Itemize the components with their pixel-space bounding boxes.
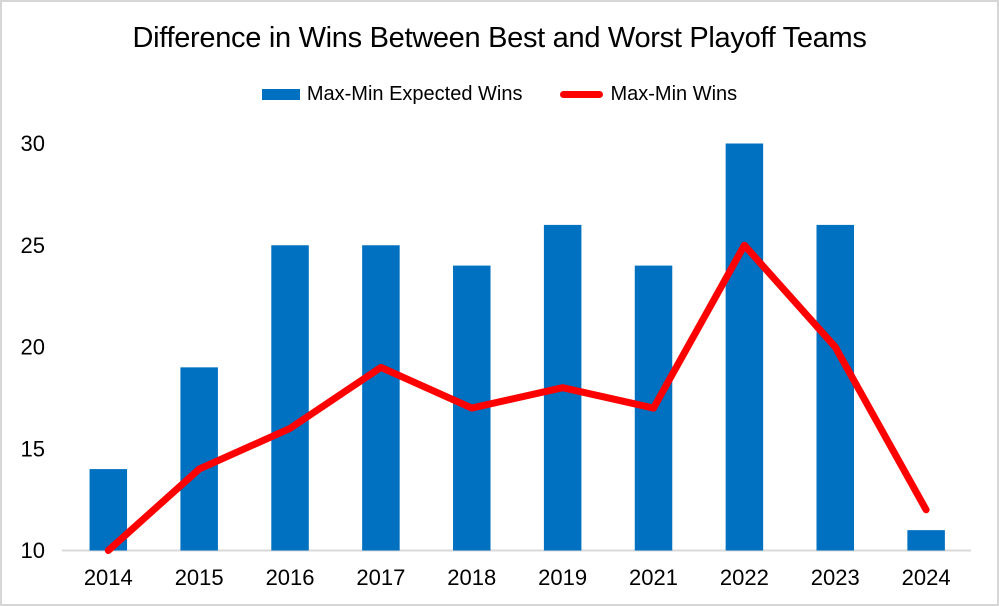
chart-legend: Max-Min Expected Wins Max-Min Wins xyxy=(0,83,999,106)
x-axis-tick-label: 2015 xyxy=(175,565,224,590)
legend-label-expected-wins: Max-Min Expected Wins xyxy=(306,83,523,105)
bar-2015 xyxy=(180,367,218,551)
legend-label-wins: Max-Min Wins xyxy=(610,83,738,105)
bar-2024 xyxy=(907,530,945,551)
x-axis-tick-label: 2022 xyxy=(720,565,769,590)
y-axis-tick-label: 10 xyxy=(21,538,45,563)
x-axis-tick-label: 2021 xyxy=(629,565,678,590)
chart-title: Difference in Wins Between Best and Wors… xyxy=(132,22,867,54)
y-axis-tick-label: 20 xyxy=(21,335,45,360)
x-axis-tick-label: 2017 xyxy=(356,565,405,590)
y-axis-tick-label: 30 xyxy=(21,131,45,156)
x-axis-tick-label: 2023 xyxy=(811,565,860,590)
x-axis-tick-label: 2018 xyxy=(447,565,496,590)
bar-2017 xyxy=(362,245,400,551)
legend-item-max-min-wins: Max-Min Wins xyxy=(560,83,737,106)
bar-2023 xyxy=(816,224,855,551)
bar-series-swatch-icon xyxy=(261,89,300,100)
x-axis-tick-label: 2016 xyxy=(266,565,315,590)
x-axis-tick-label: 2024 xyxy=(902,565,951,590)
y-axis-tick-label: 15 xyxy=(21,436,45,461)
bar-2016 xyxy=(271,245,309,551)
x-axis-tick-label: 2014 xyxy=(84,565,133,590)
line-series-swatch-icon xyxy=(560,91,604,98)
line-series-max-min-wins xyxy=(104,241,930,554)
y-axis-tick-label: 25 xyxy=(21,233,45,258)
bar-2022 xyxy=(725,143,764,551)
legend-item-max-min-expected-wins: Max-Min Expected Wins xyxy=(261,83,523,106)
x-axis-tick-label: 2019 xyxy=(538,565,587,590)
